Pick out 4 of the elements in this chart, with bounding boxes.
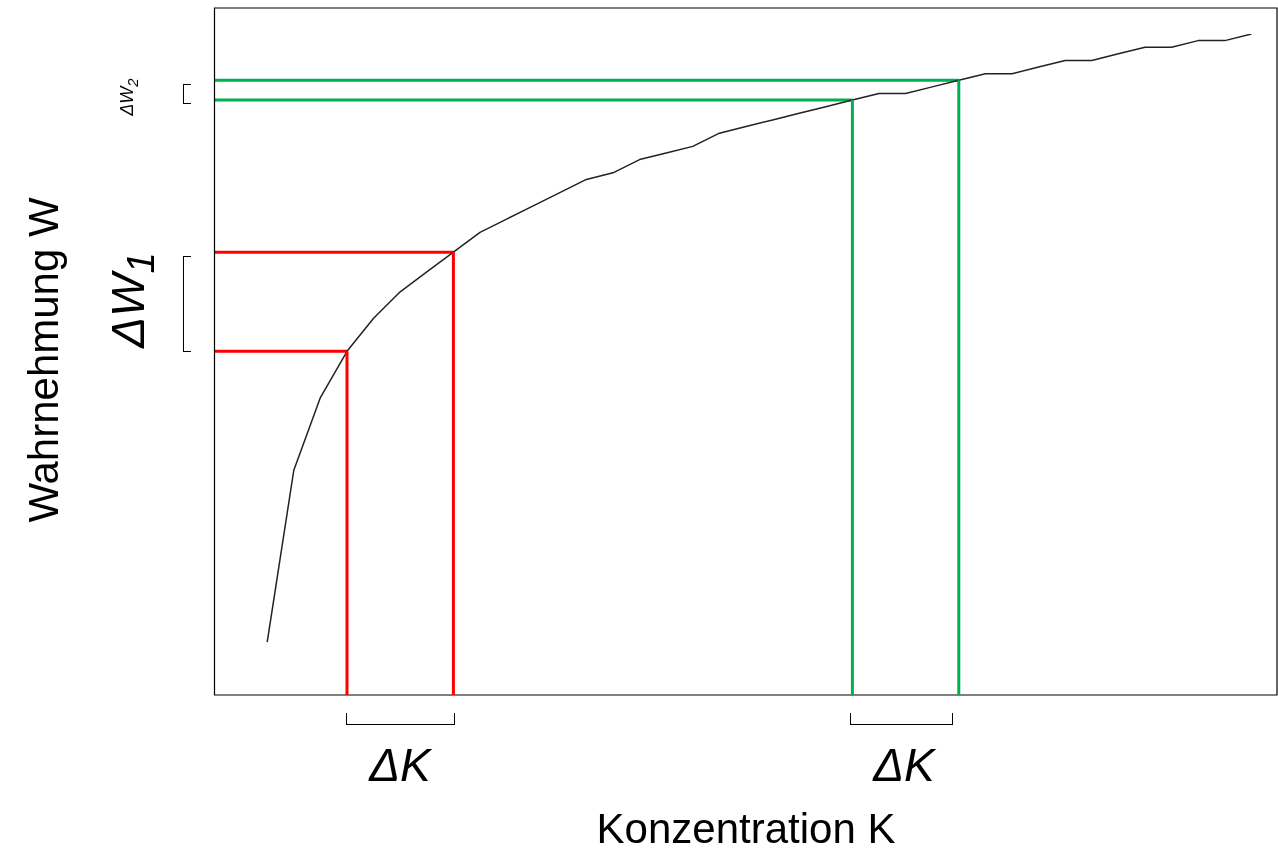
x-axis-title: Konzentration K <box>596 805 896 852</box>
y-axis-title: Wahrnehmung W <box>20 197 68 523</box>
text: ΔK <box>873 738 935 792</box>
text: ΔK <box>369 738 431 792</box>
